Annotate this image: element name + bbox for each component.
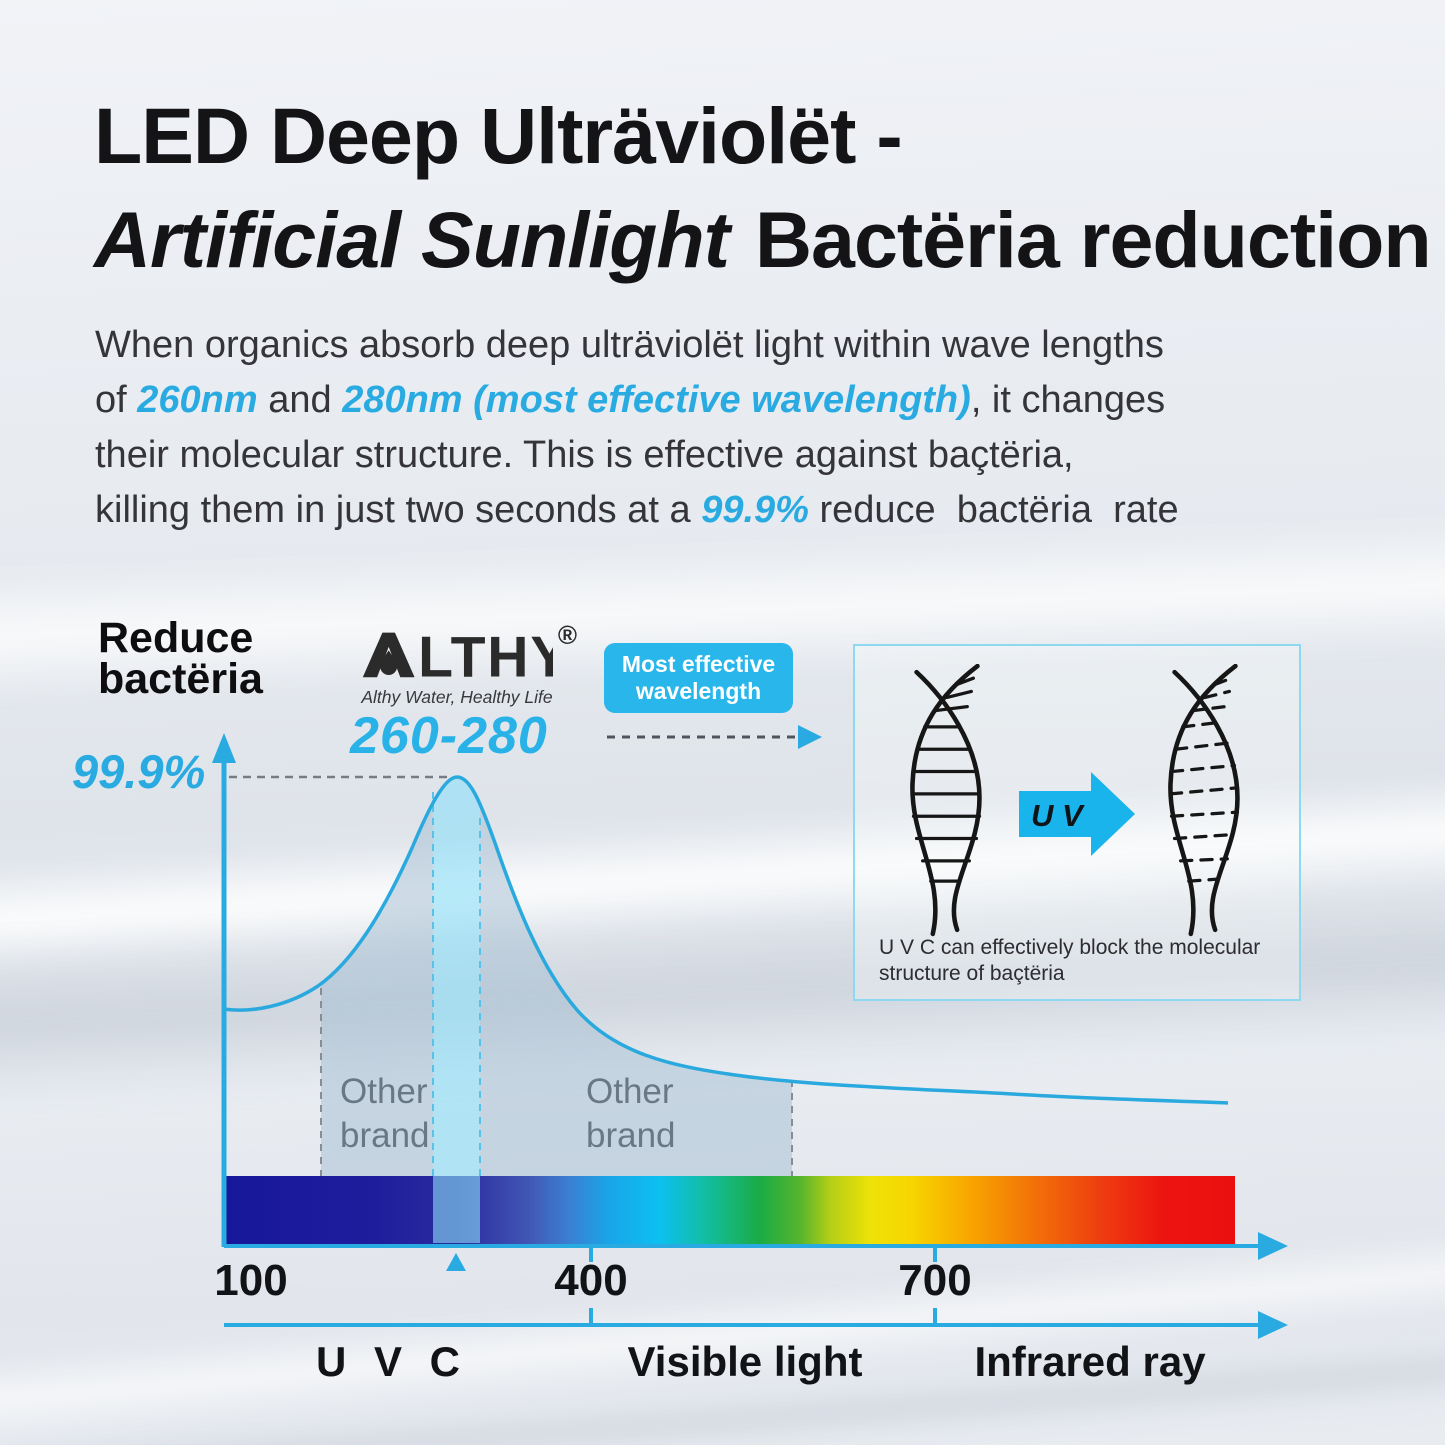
wavelength-range-label: 260-280 xyxy=(350,707,548,765)
tick-label-400: 400 xyxy=(554,1256,628,1305)
dna-uv-panel: U V U V C can effectively block the mole… xyxy=(853,644,1301,1001)
wavelength-280nm: 280nm (most effective wavelength) xyxy=(342,379,971,421)
dashed-pointer-arrowhead-icon xyxy=(798,725,822,749)
registered-mark: ® xyxy=(557,620,577,650)
band-label-infrared: Infrared ray xyxy=(974,1338,1206,1385)
dna-helix-intact-icon xyxy=(910,664,982,937)
paragraph-line: killing them in just two seconds at a 99… xyxy=(95,489,1179,531)
uv-block-arrow: U V xyxy=(1019,772,1135,856)
uv-arrow-label: U V xyxy=(1031,798,1085,833)
y-axis-arrowhead-icon xyxy=(212,733,236,763)
band-axis-arrowhead-icon xyxy=(1258,1311,1288,1339)
peak-marker-triangle-icon xyxy=(446,1253,466,1271)
title-line1: LED Deep Ulträviolët - xyxy=(94,91,903,180)
paragraph-line: of 260nm and 280nm (most effective wavel… xyxy=(95,379,1166,421)
y-axis-label: Reduce bactëria xyxy=(98,614,263,703)
intro-paragraph: When organics absorb deep ulträviolët li… xyxy=(95,318,1179,538)
paragraph-line: their molecular structure. This is effec… xyxy=(95,434,1074,476)
band-label-visible: Visible light xyxy=(627,1338,863,1385)
tick-label-700: 700 xyxy=(898,1256,972,1305)
page-title: LED Deep Ulträviolët - Artificial Sunlig… xyxy=(94,84,1432,292)
most-effective-badge: Most effective wavelength xyxy=(604,643,793,713)
band-label-uvc: U V C xyxy=(315,1338,469,1385)
paragraph-line: When organics absorb deep ulträviolët li… xyxy=(95,324,1164,366)
wavelength-axis-arrowhead-icon xyxy=(1258,1232,1288,1260)
brand-logo: LTHY ® Althy Water, Healthy Life xyxy=(352,620,577,708)
dna-helix-broken-icon xyxy=(1168,664,1240,937)
spectrum-color-bar xyxy=(225,1176,1235,1244)
tick-label-100: 100 xyxy=(214,1256,288,1305)
logo-tagline: Althy Water, Healthy Life xyxy=(361,687,553,707)
title-line2-rest: Bactëria reduction xyxy=(754,195,1432,284)
title-line2: Artificial Sunlight Bactëria reduction xyxy=(94,188,1432,292)
title-line2-italic: Artificial Sunlight xyxy=(94,195,730,284)
wavelength-260nm: 260nm xyxy=(137,379,258,421)
dna-panel-caption: U V C can effectively block the molecula… xyxy=(879,936,1261,985)
water-drop-icon xyxy=(380,650,398,675)
reduction-curve xyxy=(223,775,1229,1105)
rate-99-9: 99.9% xyxy=(701,489,809,531)
peak-value-label: 99.9% xyxy=(72,745,206,798)
